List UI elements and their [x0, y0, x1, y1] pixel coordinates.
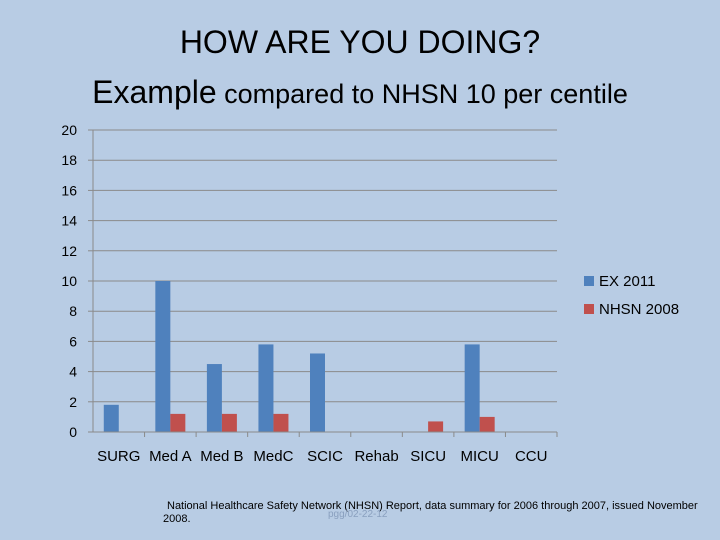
bar-ex-2011-scic	[310, 353, 325, 432]
subtitle-example-word: Example	[92, 74, 217, 110]
x-axis-categories: SURG Med A Med B MedC SCIC Rehab SICU MICU CCU	[97, 432, 558, 465]
chart-bars	[103, 281, 495, 432]
y-axis-ticks: 0 2 4 6 8 10 12 14 16 18 20	[61, 122, 93, 440]
x-category-label: SCIC	[307, 448, 343, 465]
bar-nhsn-2008-med-a	[170, 413, 186, 432]
bar-ex-2011-micu	[464, 344, 480, 432]
y-tick-label: 8	[69, 303, 77, 319]
bar-ex-2011-med-a	[155, 281, 171, 432]
chart-axes	[92, 130, 557, 433]
slide-subtitle: Example compared to NHSN 10 per centile	[0, 74, 720, 111]
x-category-label: Med A	[149, 448, 192, 465]
x-category-label: Rehab	[354, 448, 398, 465]
y-tick-label: 6	[69, 333, 77, 349]
footnote: National Healthcare Safety Network (NHSN…	[163, 500, 698, 525]
chart-legend: EX 2011 NHSN 2008	[584, 273, 679, 318]
legend-label: EX 2011	[599, 273, 655, 290]
y-tick-label: 2	[69, 394, 77, 410]
y-tick-label: 0	[69, 424, 77, 440]
bar-nhsn-2008-sicu	[428, 421, 444, 432]
x-category-label: MICU	[461, 448, 499, 465]
slide-title: HOW ARE YOU DOING?	[179, 24, 541, 60]
legend-label: NHSN 2008	[599, 301, 679, 318]
x-category-label: SURG	[97, 448, 140, 465]
bar-ex-2011-med-b	[206, 364, 222, 432]
bar-nhsn-2008-medc	[273, 413, 289, 432]
x-category-label: CCU	[515, 448, 548, 465]
watermark: pgg/02-22-12	[328, 509, 388, 520]
y-tick-label: 20	[61, 122, 77, 138]
bar-nhsn-2008-micu	[479, 416, 495, 432]
y-tick-label: 10	[61, 273, 77, 289]
bar-ex-2011-surg	[103, 404, 119, 432]
x-category-label: MedC	[253, 448, 293, 465]
y-tick-label: 14	[61, 213, 77, 229]
y-tick-label: 4	[69, 364, 77, 380]
bar-nhsn-2008-med-b	[221, 413, 237, 432]
y-tick-label: 16	[61, 182, 77, 198]
y-tick-label: 12	[61, 243, 77, 259]
bar-ex-2011-medc	[258, 344, 274, 432]
x-category-label: Med B	[200, 448, 243, 465]
legend-swatch	[584, 304, 594, 314]
legend-swatch	[584, 276, 594, 286]
x-category-label: SICU	[410, 448, 446, 465]
subtitle-rest: compared to NHSN 10 per centile	[216, 79, 628, 109]
y-tick-label: 18	[61, 152, 77, 168]
